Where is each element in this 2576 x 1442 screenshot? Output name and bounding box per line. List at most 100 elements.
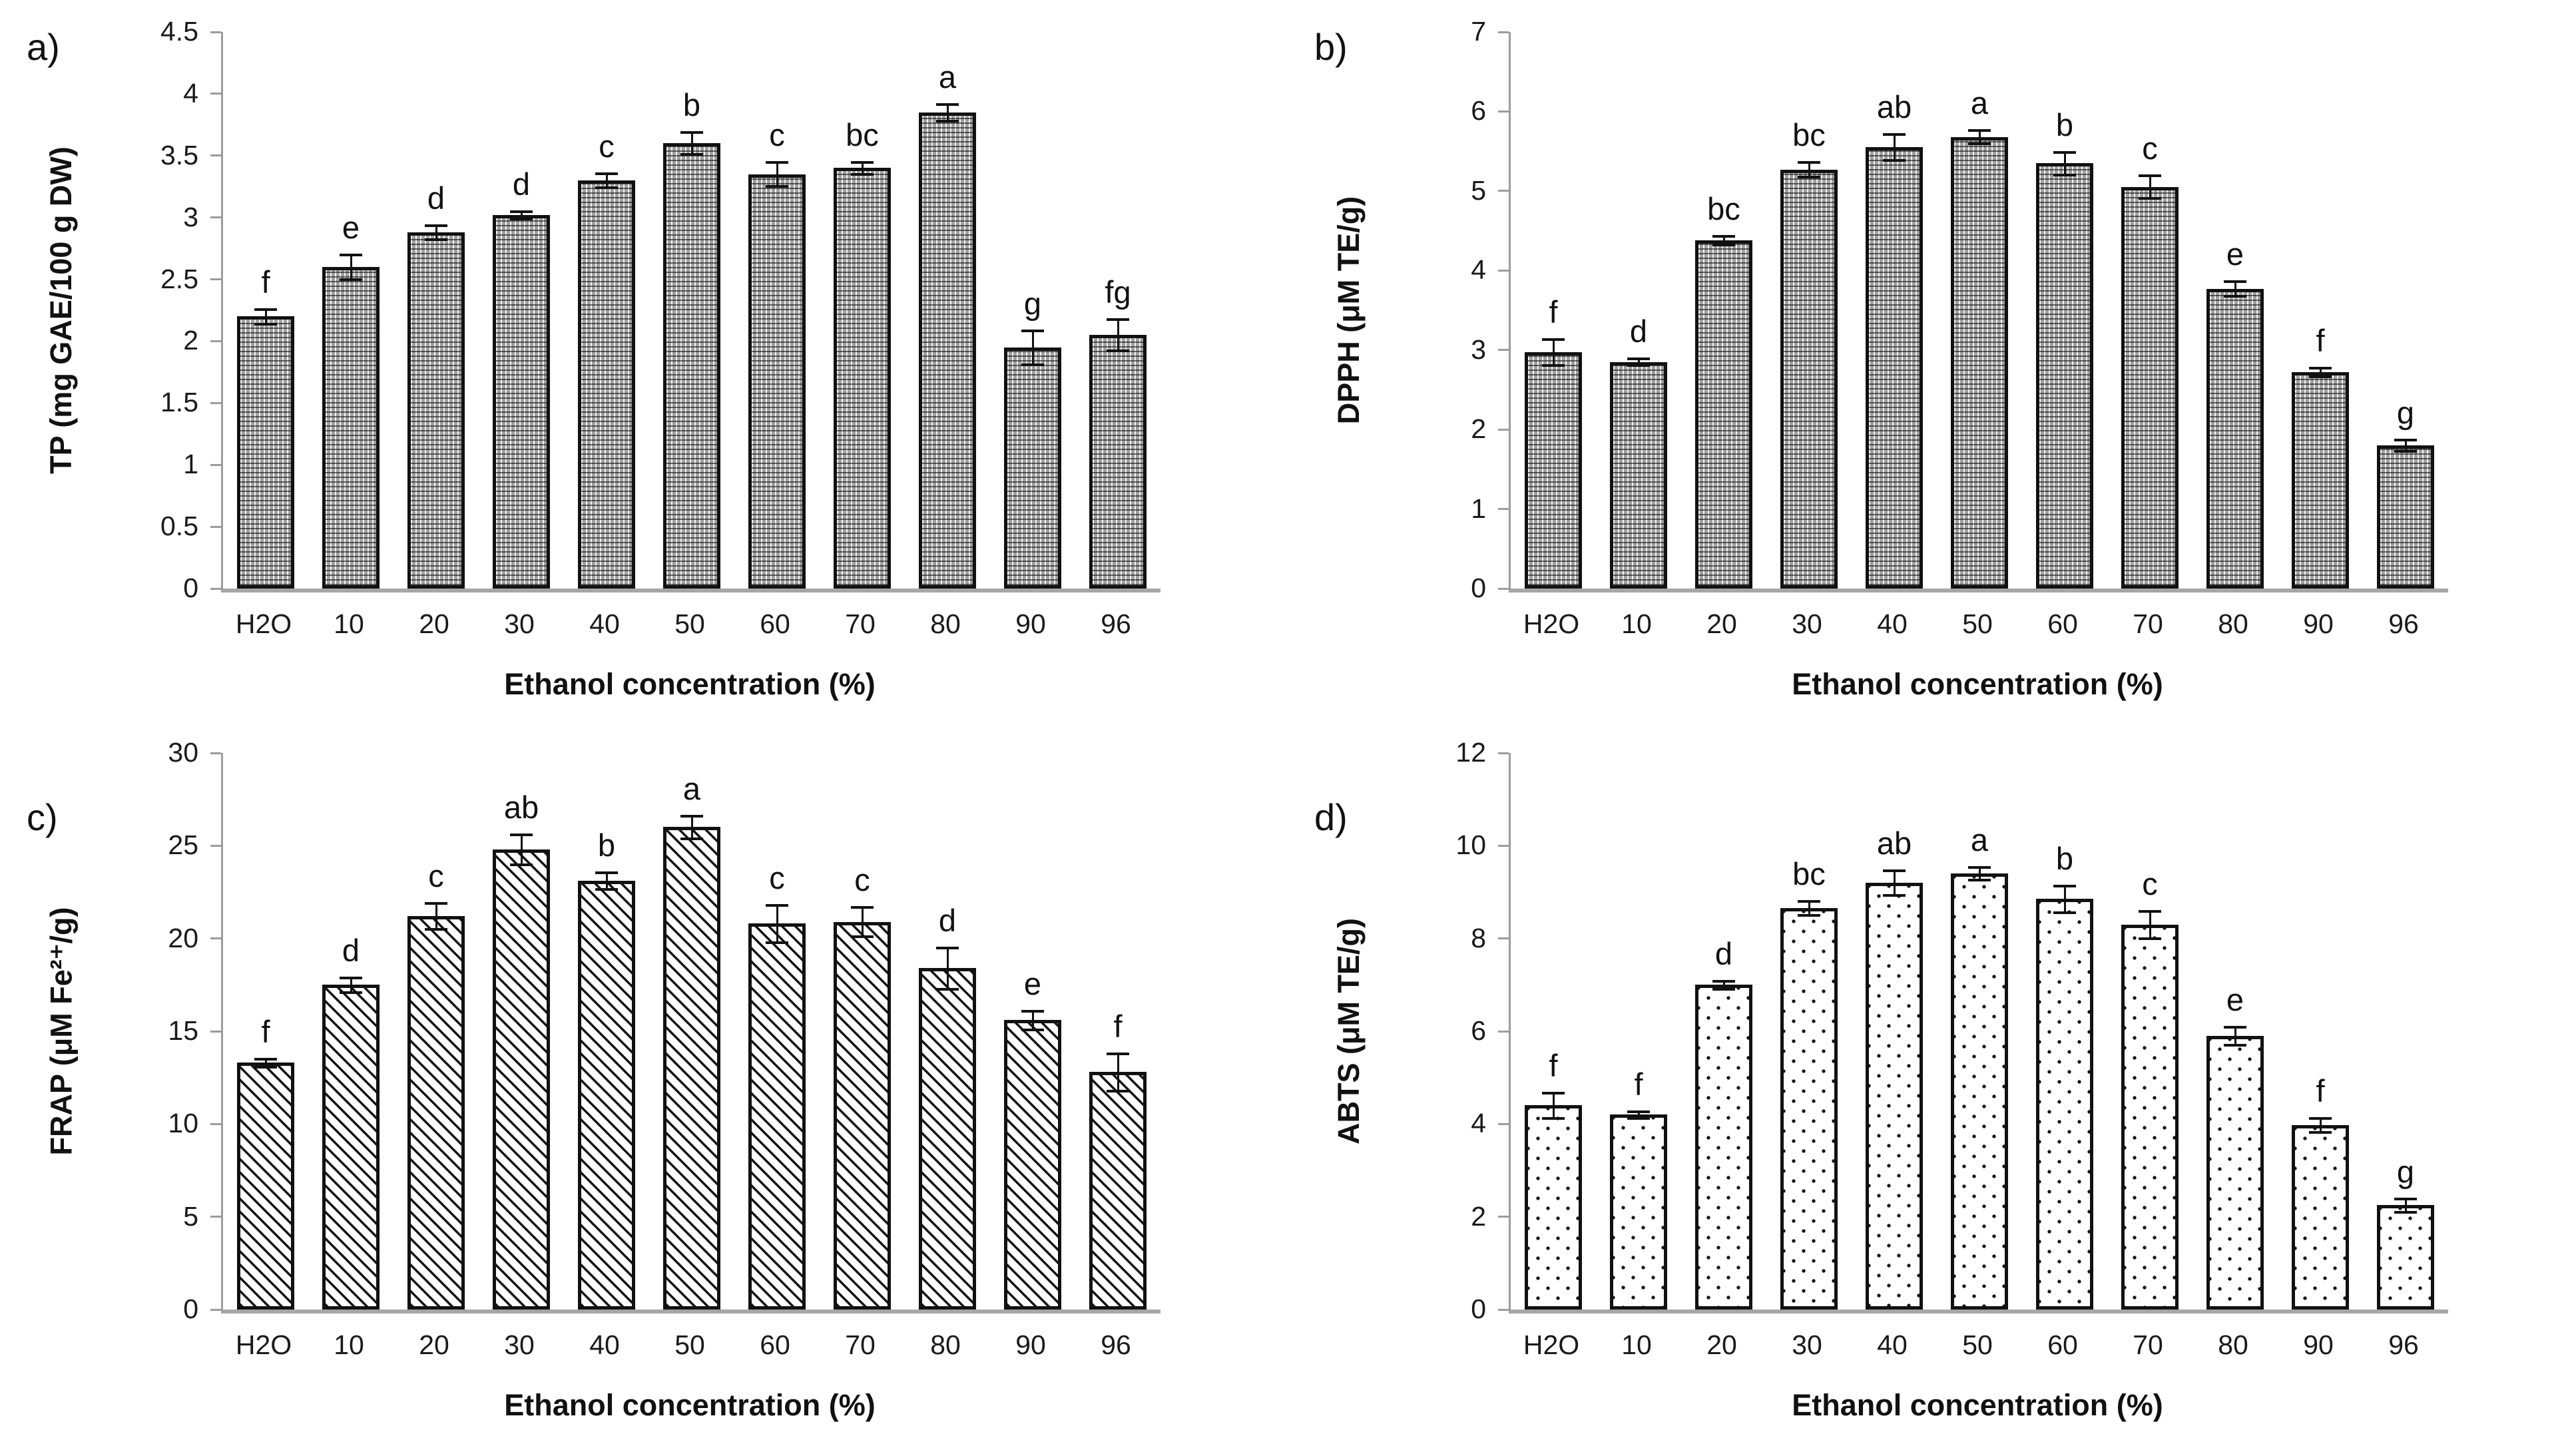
y-tick-label: 20 [168, 922, 198, 953]
y-tick [210, 278, 221, 281]
significance-letter: e [2226, 236, 2244, 272]
significance-letter: ab [1876, 89, 1912, 125]
significance-letter: c [769, 859, 785, 895]
bar-50 [1951, 136, 2008, 589]
error-bar-line [1722, 982, 1725, 988]
x-tick-label: H2O [1523, 1329, 1580, 1360]
bar-96 [1089, 1072, 1147, 1310]
error-bar-cap-bottom [340, 278, 362, 281]
x-tick-label: 60 [760, 608, 790, 639]
x-tick-label: 40 [1877, 608, 1908, 639]
bar-60 [748, 923, 806, 1310]
x-tick-label: 30 [504, 1329, 535, 1360]
x-tick-label: 96 [2388, 608, 2419, 639]
significance-letter: a [1970, 822, 1989, 857]
significance-letter: f [2316, 1073, 2325, 1109]
y-tick [1498, 190, 1509, 192]
x-tick-label: 96 [2388, 1329, 2419, 1360]
error-bar-line [264, 310, 267, 323]
error-bar-cap-top [851, 905, 874, 909]
x-axis-title: Ethanol concentration (%) [504, 1388, 876, 1422]
significance-letter: c [2142, 130, 2158, 166]
significance-letter: d [512, 166, 531, 202]
significance-letter: ab [503, 790, 539, 825]
bar-90 [1004, 1020, 1061, 1310]
significance-letter: d [1629, 314, 1648, 350]
bar-30 [493, 214, 550, 589]
y-tick [1498, 937, 1509, 940]
chart-panel-a: a) f e d d c b c bc a g fg 0 0.5 1 1.5 2 2.5 3 3.5 4 4.5 H2O 10… [0, 0, 1288, 721]
error-bar-cap-bottom [851, 935, 874, 939]
bar-50 [663, 827, 720, 1310]
error-bar-line [435, 904, 437, 929]
significance-letter: bc [846, 117, 879, 152]
bar-10 [1610, 1114, 1667, 1310]
y-tick-label: 6 [1471, 1015, 1486, 1046]
error-bar-cap-bottom [1542, 364, 1565, 367]
error-bar-cap-bottom [2053, 173, 2076, 176]
y-tick-label: 1 [183, 449, 198, 480]
y-tick-label: 12 [1455, 737, 1486, 768]
error-bar-cap-bottom [2309, 1131, 2332, 1134]
significance-letter: d [342, 932, 360, 968]
bar-70 [834, 168, 891, 589]
significance-letter: bc [1792, 856, 1826, 892]
error-bar-cap-top [2394, 438, 2417, 441]
plot-area: f d bc bc ab a b c e f g [1498, 31, 2448, 593]
x-tick-label: 90 [2303, 1329, 2334, 1360]
x-tick-label: 80 [2218, 1329, 2248, 1360]
x-tick-label: 10 [1621, 1329, 1652, 1360]
x-tick-label: H2O [235, 608, 292, 639]
bar-96 [1089, 335, 1147, 589]
chart-panel-b: b) f d bc bc ab a b c e f g 0 1 2 3 4 5 6 7 H2O 10 20 30 40 50 60 7… [1288, 0, 2575, 721]
bar-10 [322, 266, 380, 589]
x-tick-label: 90 [2303, 608, 2334, 639]
significance-letter: b [597, 828, 616, 863]
bar-96 [2377, 1205, 2434, 1310]
error-bar-line [2319, 369, 2322, 375]
significance-letter: f [1113, 1008, 1123, 1044]
error-bar-line [350, 978, 352, 992]
error-bar-cap-bottom [254, 322, 277, 326]
error-bar-cap-top [1542, 1092, 1565, 1095]
y-tick [210, 340, 221, 342]
error-bar-line [2149, 911, 2151, 937]
error-bar-cap-bottom [1968, 142, 1991, 145]
y-tick [210, 93, 221, 95]
x-axis-title: Ethanol concentration (%) [1792, 667, 2163, 701]
y-tick-label: 0 [1471, 573, 1486, 603]
error-bar-cap-bottom [2224, 1043, 2246, 1047]
error-bar-line [946, 105, 949, 120]
x-tick-label: H2O [235, 1329, 292, 1360]
error-bar-cap-bottom [1712, 987, 1735, 991]
y-tick [1498, 269, 1509, 272]
bar-H2O [1525, 352, 1582, 589]
x-tick-label: 30 [504, 608, 535, 639]
y-tick [1498, 587, 1509, 590]
significance-letter: d [1714, 936, 1733, 972]
bar-40 [578, 881, 635, 1310]
significance-letter: f [2316, 323, 2325, 359]
error-bar-line [1117, 1054, 1119, 1090]
significance-letter: b [682, 87, 701, 123]
y-tick-label: 15 [168, 1015, 198, 1046]
bar-60 [2036, 899, 2093, 1310]
y-tick [210, 1030, 221, 1033]
error-bar-cap-bottom [1883, 894, 1906, 897]
error-bar-cap-top [340, 254, 362, 257]
error-bar-cap-top [1021, 1009, 1044, 1013]
error-bar-cap-top [1021, 329, 1044, 332]
significance-letter: a [682, 771, 701, 807]
error-bar-line [1808, 163, 1810, 176]
y-tick-label: 2 [183, 325, 198, 356]
error-bar-cap-top [2309, 367, 2332, 370]
error-bar-cap-top [936, 946, 959, 949]
error-bar-cap-top [254, 308, 277, 311]
y-tick [210, 463, 221, 466]
error-bar-cap-top [1107, 318, 1129, 321]
significance-letter: d [427, 180, 445, 216]
significance-letter: f [1549, 294, 1558, 330]
y-tick [1498, 349, 1509, 352]
x-tick-label: 96 [1101, 1329, 1131, 1360]
error-bar-cap-top [1883, 869, 1906, 872]
